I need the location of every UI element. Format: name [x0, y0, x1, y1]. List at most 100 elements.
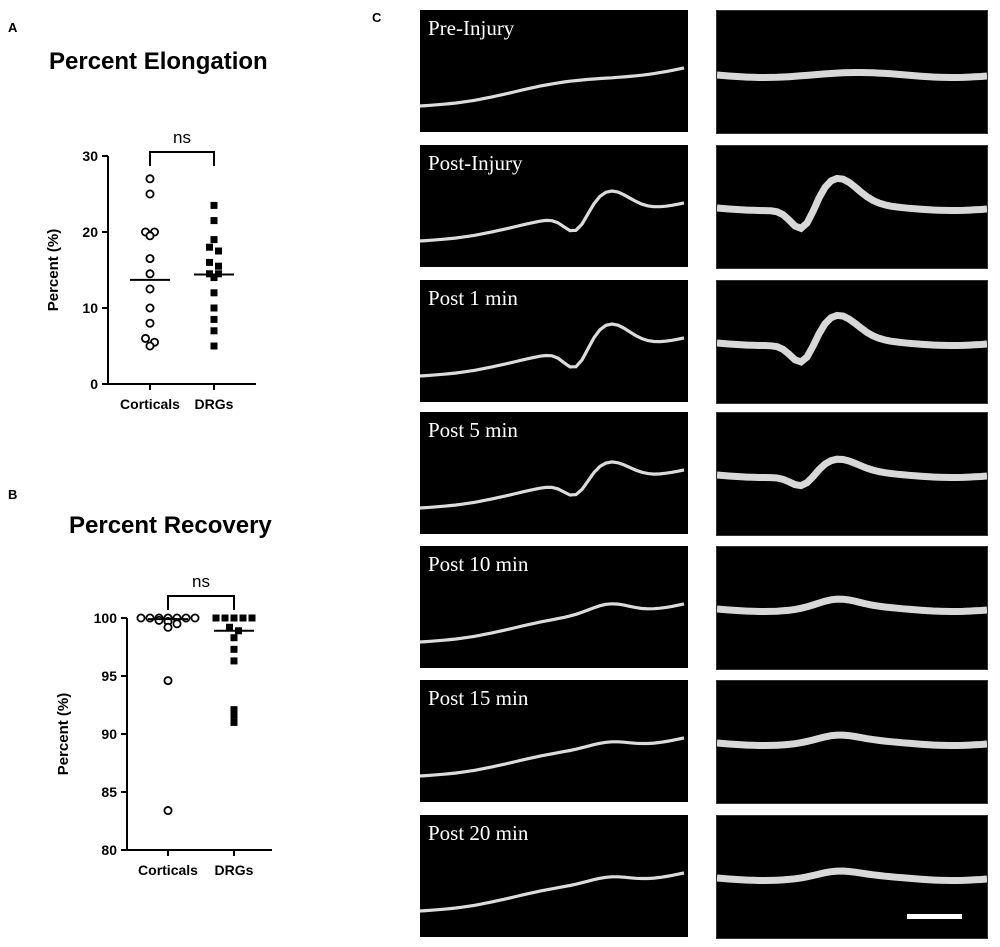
data-point-cortical: [163, 806, 173, 816]
timepoint-label: Post 15 min: [428, 686, 529, 710]
micrograph-left: Post 5 min: [420, 412, 688, 534]
data-point-cortical: [136, 613, 146, 623]
recovery-chart: 80 85 90 95 100 Percent (%) Corticals DRGs ns: [55, 572, 272, 878]
data-point-cortical: [141, 333, 151, 343]
y-axis-label: Percent (%): [45, 229, 62, 312]
data-point-drg: [248, 614, 256, 622]
data-point-drg: [210, 236, 218, 244]
micrograph-left: Post 10 min: [420, 546, 688, 668]
y-tick-label: 85: [101, 784, 117, 800]
axon-trace: [420, 602, 685, 644]
data-point-drg: [230, 718, 238, 726]
data-point-cortical: [145, 341, 155, 351]
data-point-drg: [230, 657, 238, 665]
micrograph-right: [716, 815, 988, 939]
data-point-drg: [230, 711, 238, 719]
data-point-cortical: [145, 254, 155, 264]
data-point-drg: [230, 634, 238, 642]
data-point-drg: [215, 262, 222, 270]
y-tick-label: 20: [82, 224, 98, 240]
x-tick-label: DRGs: [195, 396, 234, 412]
timepoint-label: Post 5 min: [428, 418, 518, 442]
micrograph-right: [716, 412, 988, 536]
x-tick-label: DRGs: [215, 862, 254, 878]
y-tick-label: 100: [94, 610, 118, 626]
axon-trace: [717, 867, 987, 884]
data-point-drg: [239, 614, 247, 622]
chart-title-elongation: Percent Elongation: [49, 48, 268, 75]
y-tick-label: 10: [82, 300, 98, 316]
data-point-drg: [221, 614, 229, 622]
axon-trace: [717, 174, 987, 233]
data-point-cortical: [163, 676, 173, 686]
micrograph-right: [716, 280, 988, 404]
elongation-chart: 0 10 20 30 Percent (%) Corticals DRGs ns: [45, 128, 256, 412]
data-point-drg: [206, 243, 213, 251]
y-tick-label: 0: [90, 376, 98, 392]
data-point-drg: [210, 201, 218, 209]
data-point-cortical: [145, 189, 155, 199]
micrograph-right: [716, 546, 988, 670]
data-point-drg: [210, 304, 218, 312]
timepoint-label: Post-Injury: [428, 151, 523, 175]
axon-trace: [420, 871, 685, 913]
data-point-cortical: [145, 269, 155, 279]
data-point-cortical: [145, 174, 155, 184]
data-point-drg: [210, 289, 218, 297]
panel-label-c: C: [372, 10, 382, 25]
micrograph-right: [716, 680, 988, 804]
y-tick-label: 90: [101, 726, 117, 742]
data-point-cortical: [181, 613, 191, 623]
micrograph-right: [716, 10, 988, 134]
data-point-drg: [210, 217, 218, 225]
data-point-cortical: [145, 318, 155, 328]
data-point-drg: [212, 614, 220, 622]
significance-bracket: [149, 151, 215, 166]
significance-label: ns: [173, 128, 191, 147]
axon-trace: [717, 731, 987, 749]
axon-trace: [717, 69, 987, 81]
timepoint-label: Pre-Injury: [428, 16, 515, 40]
data-point-cortical: [190, 613, 200, 623]
timepoint-label: Post 20 min: [428, 821, 529, 845]
x-tick-label: Corticals: [138, 862, 198, 878]
micrograph-left: Post 1 min: [420, 280, 688, 402]
data-point-cortical: [172, 619, 182, 629]
micrograph-right: [716, 145, 988, 269]
axon-trace: [420, 460, 685, 510]
axon-trace: [420, 66, 685, 108]
data-point-drg: [210, 342, 218, 350]
data-point-drg: [210, 315, 218, 323]
micrograph-left: Post 15 min: [420, 680, 688, 802]
data-point-drg: [230, 645, 238, 653]
y-axis-label: Percent (%): [55, 693, 72, 776]
y-tick-label: 30: [82, 148, 98, 164]
micrograph-left: Post-Injury: [420, 145, 688, 267]
y-tick-label: 80: [101, 842, 117, 858]
data-point-cortical: [145, 284, 155, 294]
axon-trace: [717, 311, 987, 366]
axon-trace: [717, 455, 987, 490]
x-tick-label: Corticals: [120, 396, 180, 412]
data-point-drg: [206, 258, 213, 266]
y-tick-label: 95: [101, 668, 117, 684]
significance-bracket: [167, 595, 235, 610]
micrograph-left: Post 20 min: [420, 815, 688, 937]
data-point-drg: [210, 274, 218, 282]
scale-bar: [907, 914, 962, 919]
data-point-drg: [215, 247, 222, 255]
data-point-cortical: [145, 613, 155, 623]
panel-label-a: A: [8, 20, 18, 35]
timepoint-label: Post 10 min: [428, 552, 529, 576]
data-point-cortical: [145, 303, 155, 313]
axon-trace: [420, 322, 685, 378]
significance-label: ns: [192, 572, 210, 591]
panel-label-b: B: [8, 487, 18, 502]
axon-trace: [717, 595, 987, 615]
data-point-drg: [230, 706, 238, 714]
axon-trace: [420, 736, 685, 778]
data-point-drg: [226, 623, 233, 631]
micrograph-left: Pre-Injury: [420, 10, 688, 132]
data-point-drg: [230, 614, 238, 622]
chart-title-recovery: Percent Recovery: [69, 512, 272, 539]
